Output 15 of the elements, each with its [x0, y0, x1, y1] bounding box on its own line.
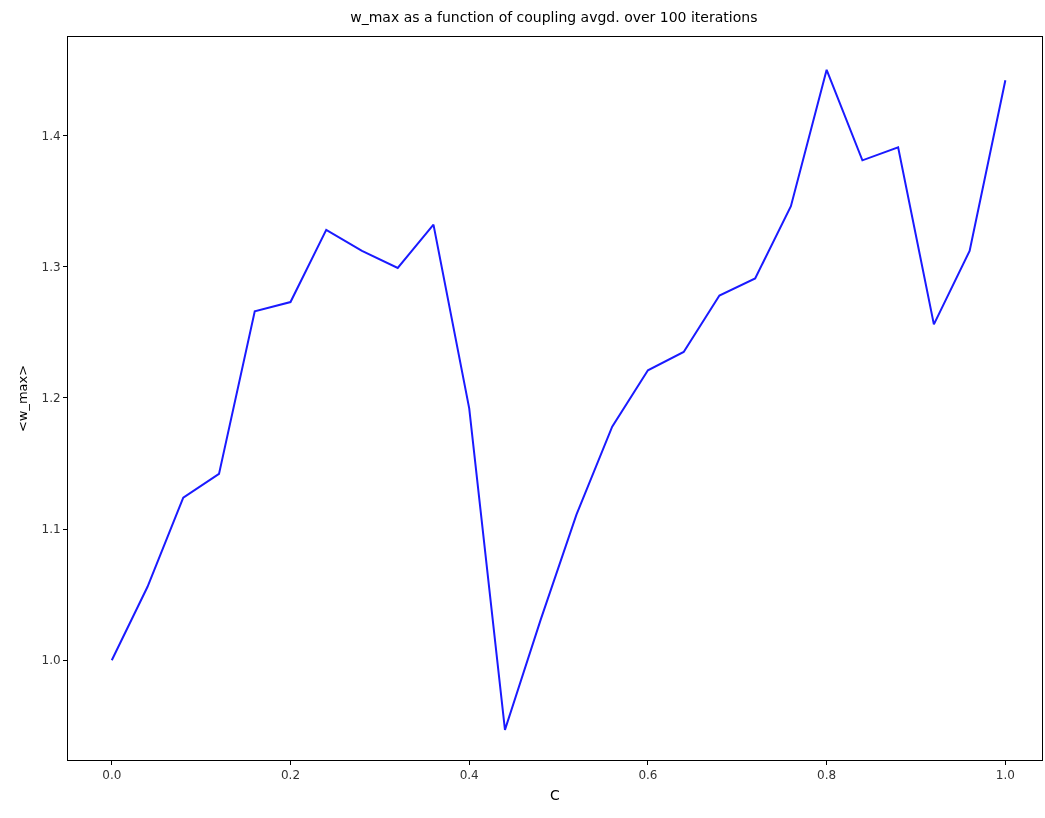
y-tick-label: 1.3 [41, 259, 61, 274]
x-tick-label: 0.8 [817, 768, 837, 783]
x-tick-label: 1.0 [995, 768, 1015, 783]
y-tick-label: 1.2 [41, 391, 61, 406]
x-tick-label: 0.6 [638, 768, 658, 783]
y-tick-label: 1.0 [41, 653, 61, 668]
y-tick-label: 1.1 [41, 522, 61, 537]
x-tick-label: 0.4 [459, 768, 479, 783]
y-axis-title: <w_max> [15, 364, 31, 433]
x-tick-label: 0.0 [102, 768, 122, 783]
x-tick-label: 0.2 [280, 768, 301, 783]
line-series [110, 68, 1007, 731]
y-tick-label: 1.4 [41, 128, 61, 143]
x-axis-title: C [550, 786, 561, 803]
chart-title: w_max as a function of coupling avgd. over 100 iterations [350, 9, 758, 26]
